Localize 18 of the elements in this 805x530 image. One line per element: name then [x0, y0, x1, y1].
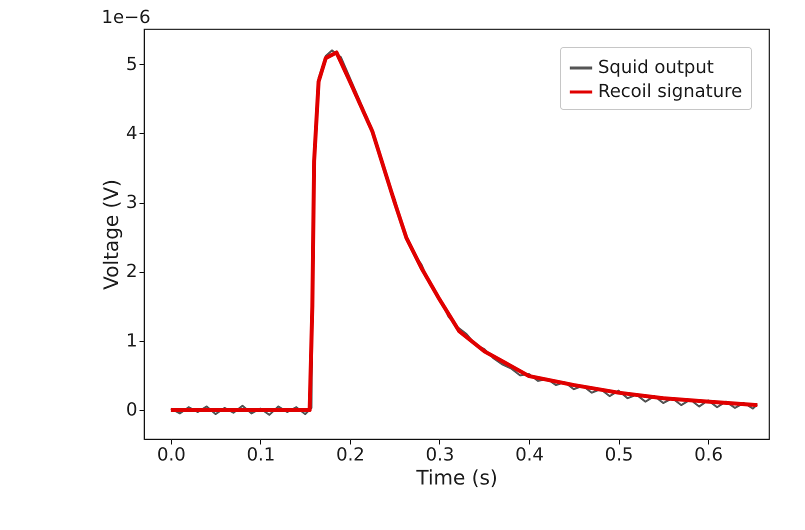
x-tick-label: 0.2 [336, 444, 365, 466]
y-axis-title: Voltage (V) [99, 179, 124, 290]
x-tick-label: 0.6 [694, 444, 723, 466]
legend-label: Squid output [598, 57, 714, 78]
x-tick-label: 0.1 [246, 444, 276, 466]
y-tick-label: 3 [126, 192, 138, 214]
y-tick-label: 2 [126, 261, 138, 282]
y-tick-label: 5 [126, 54, 138, 75]
x-tick-label: 0.0 [157, 444, 186, 466]
y-tick-label: 4 [126, 122, 138, 144]
x-tick-label: 0.5 [604, 444, 634, 466]
legend-label: Recoil signature [598, 81, 742, 102]
x-axis-title: Time (s) [415, 466, 498, 490]
y-tick-label: 1 [126, 330, 138, 352]
x-tick-label: 0.3 [426, 444, 454, 466]
text: 1e−6 [102, 7, 151, 28]
x-tick-label: 0.4 [515, 444, 544, 466]
y-tick-label: 0 [126, 399, 138, 420]
